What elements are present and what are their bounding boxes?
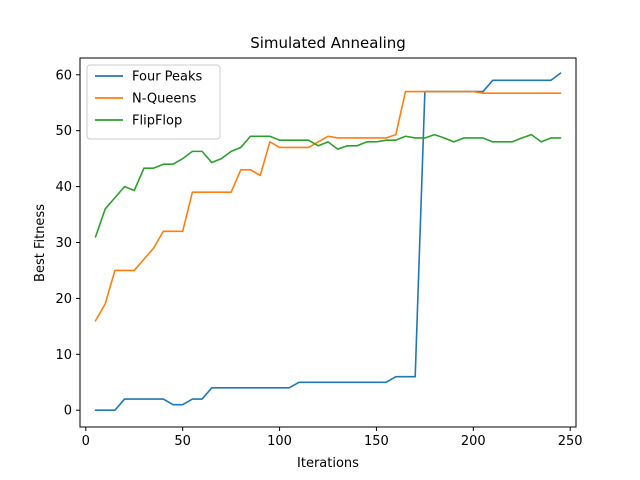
plot-lines [94, 72, 562, 412]
series-line-1 [94, 90, 562, 322]
legend: Four Peaks N-Queens FlipFlop [86, 64, 221, 140]
y-tick-label: 20 [55, 292, 72, 307]
x-tick-label: 250 [558, 434, 583, 449]
x-tick-label: 50 [174, 434, 191, 449]
x-tick-label: 100 [267, 434, 292, 449]
series-line-2 [94, 133, 562, 238]
legend-label-0: Four Peaks [132, 70, 203, 85]
y-tick-label: 10 [55, 348, 72, 363]
y-tick-label: 40 [55, 180, 72, 195]
x-tick-label: 0 [82, 434, 90, 449]
legend-label-1: N-Queens [132, 92, 197, 107]
x-axis-label: Iterations [297, 456, 359, 471]
y-tick-label: 30 [55, 236, 72, 251]
series-line-0 [94, 72, 562, 412]
y-tick-label: 50 [55, 124, 72, 139]
x-tick-label: 150 [364, 434, 389, 449]
y-axis-label: Best Fitness [33, 204, 48, 282]
y-axis: 0 10 20 30 40 50 60 [55, 68, 80, 419]
x-tick-label: 200 [461, 434, 486, 449]
chart-title: Simulated Annealing [250, 34, 406, 52]
y-tick-label: 60 [55, 68, 72, 83]
legend-label-2: FlipFlop [132, 114, 182, 129]
x-axis: 0 50 100 150 200 250 [82, 427, 583, 449]
y-tick-label: 0 [64, 404, 72, 419]
